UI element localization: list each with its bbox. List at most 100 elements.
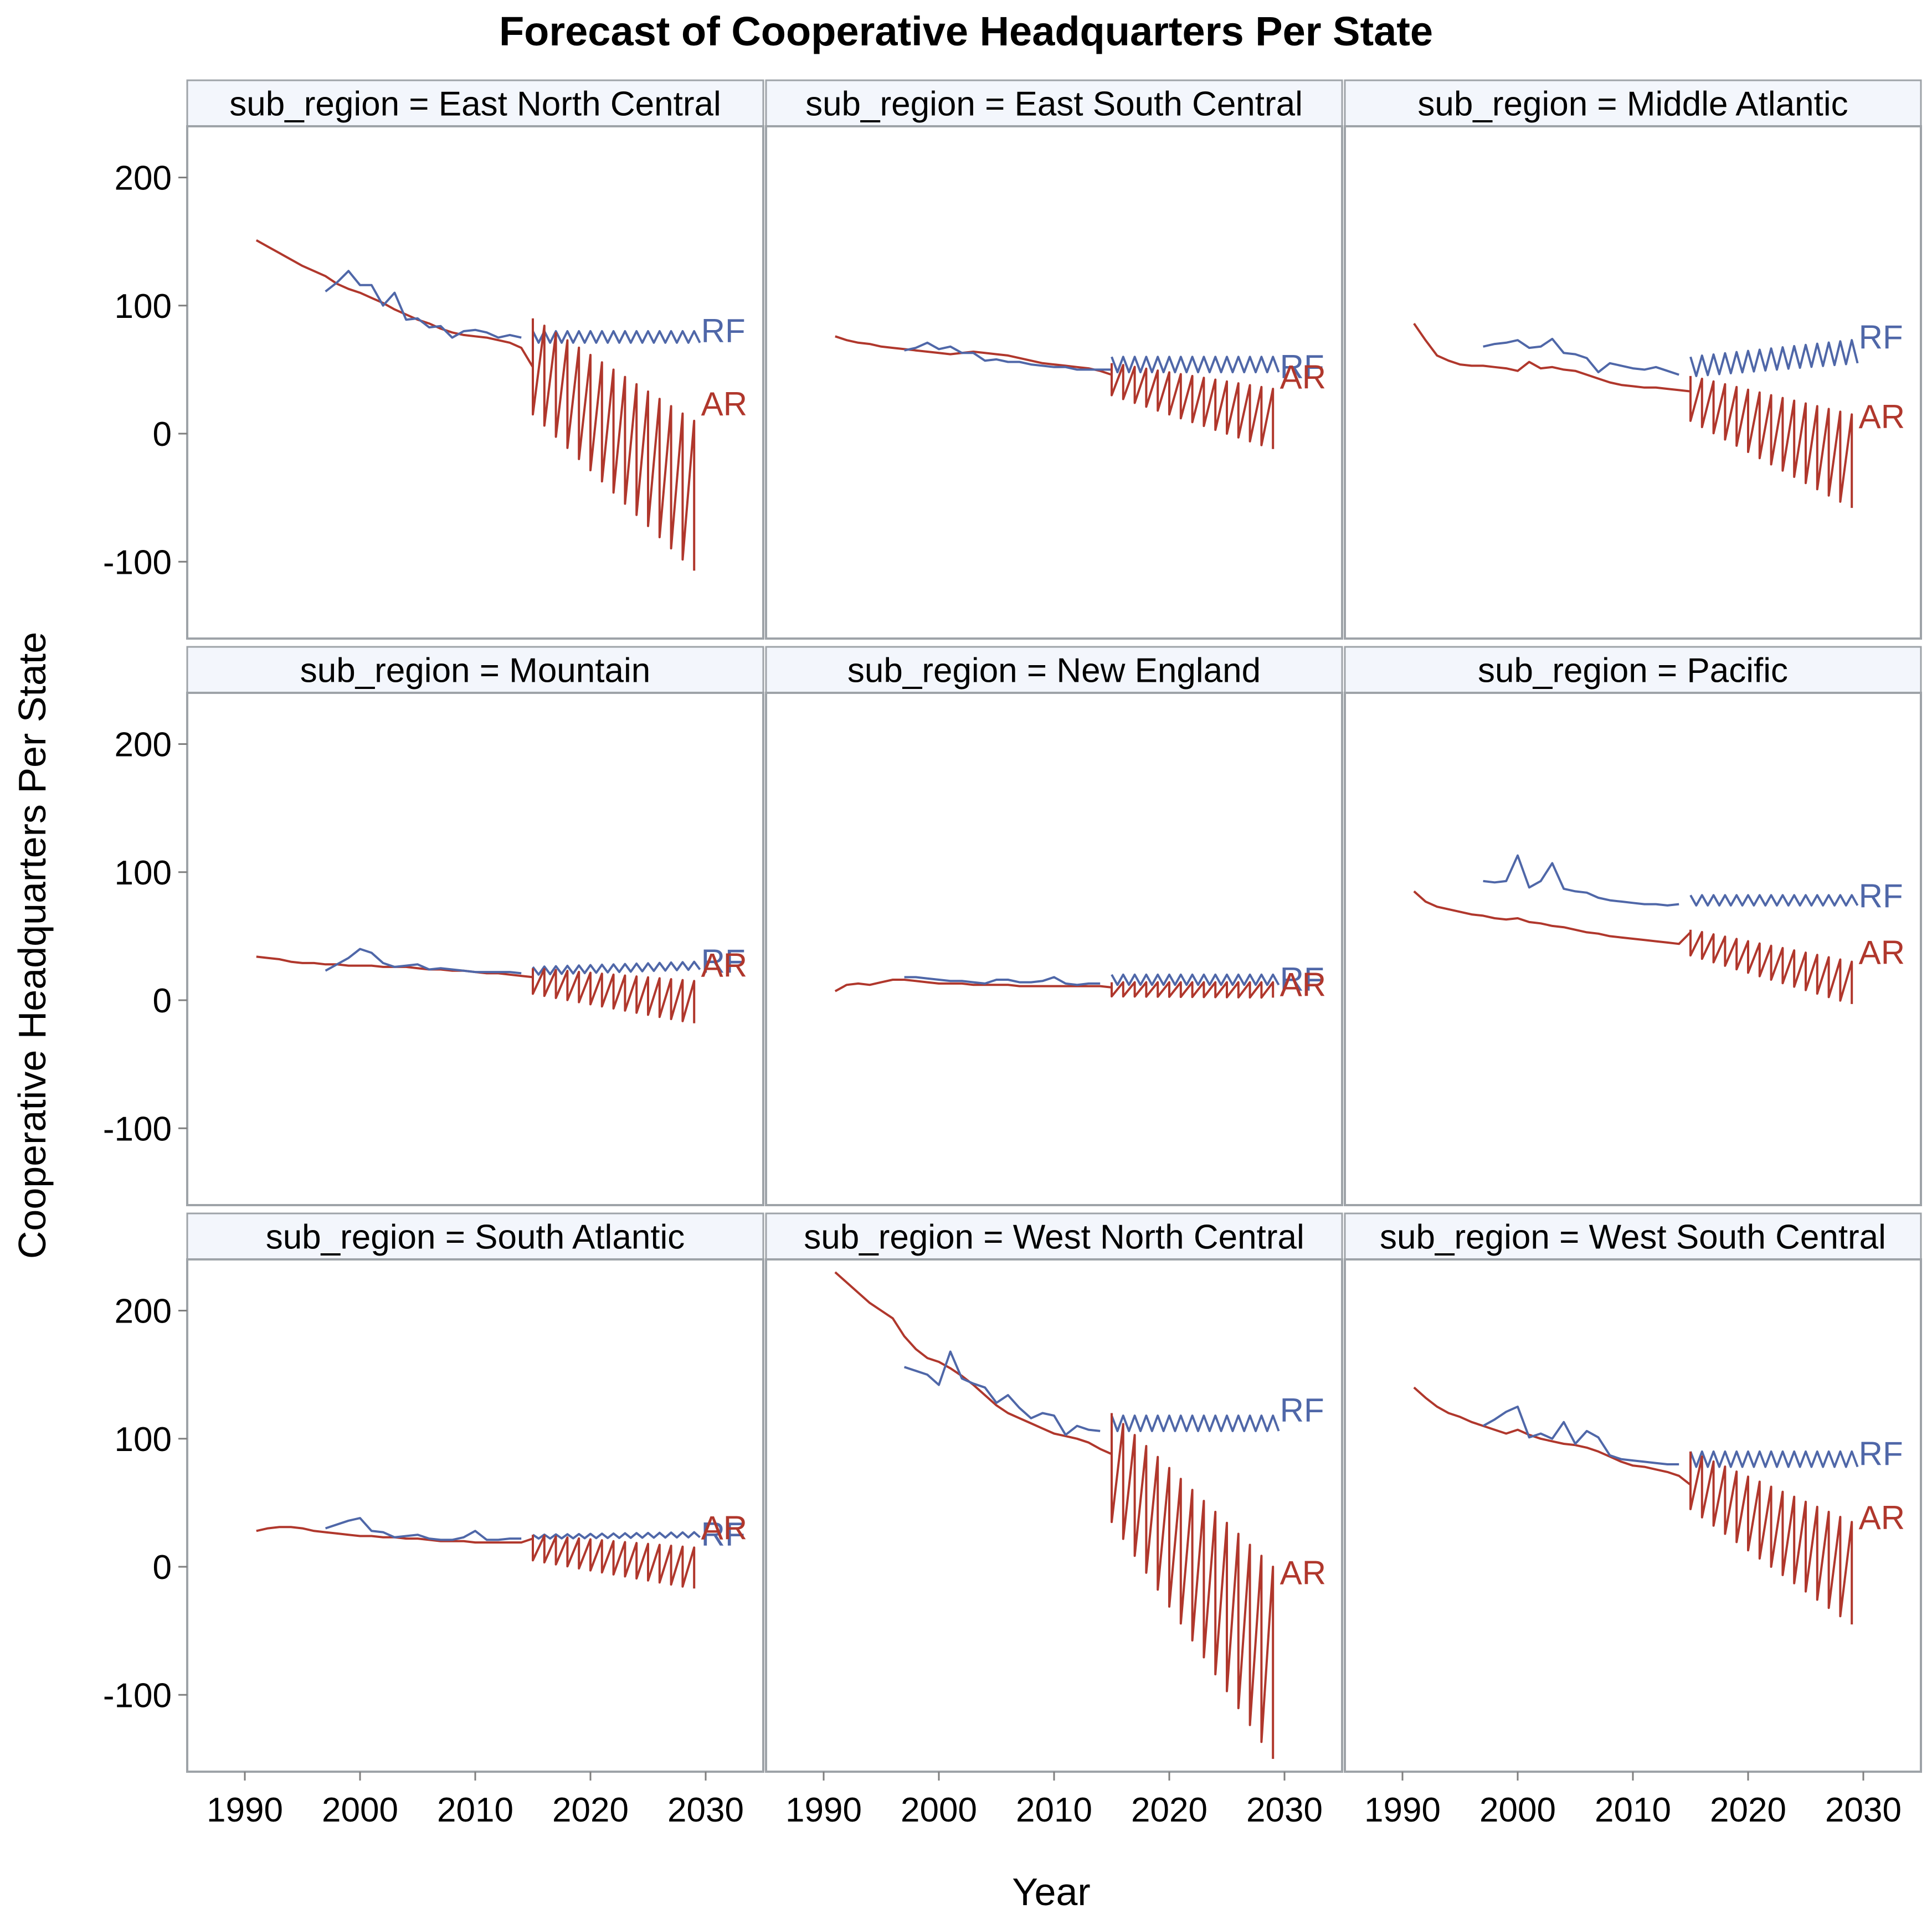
facet-strip xyxy=(1344,79,1922,127)
ar-history-line xyxy=(255,239,534,368)
ar-end-label: AR xyxy=(1859,934,1905,971)
rf-history-line xyxy=(325,948,522,975)
rf-forecast-line xyxy=(1111,356,1280,373)
ar-history-line xyxy=(835,335,1112,376)
y-tick-label: 100 xyxy=(115,287,172,326)
rf-forecast-line xyxy=(1689,1450,1859,1468)
y-tick-label: 200 xyxy=(115,160,172,198)
x-axis-title: Year xyxy=(1012,1870,1090,1913)
facet-panel: sub_region = New England xyxy=(765,646,1343,1206)
rf-history-line xyxy=(904,341,1112,371)
facet-panel: sub_region = West North Central 1990 2000 2… xyxy=(765,1212,1343,1829)
plot-frame xyxy=(1344,1258,1922,1773)
ar-forecast-line xyxy=(1111,363,1275,449)
x-tick-label: 2020 xyxy=(1710,1791,1786,1829)
facet-strip xyxy=(765,1212,1343,1261)
plot-frame xyxy=(1344,692,1922,1206)
rf-history-line xyxy=(1483,337,1679,376)
rf-end-label: RF xyxy=(701,943,746,980)
facet-strip-label: sub_region = Mountain xyxy=(300,652,651,690)
x-tick-label: 1990 xyxy=(207,1791,283,1829)
facet-strip-label: sub_region = West North Central xyxy=(804,1218,1304,1257)
rf-end-label: RF xyxy=(701,1516,746,1553)
y-tick-label: -100 xyxy=(103,1110,172,1148)
rf-forecast-line xyxy=(1111,973,1280,986)
rf-end-label: RF xyxy=(1280,961,1324,998)
x-tick-label: 2000 xyxy=(1479,1791,1556,1829)
series-group xyxy=(256,948,701,1023)
series-group xyxy=(1413,322,1859,508)
facet-strip-label: sub_region = West South Central xyxy=(1380,1218,1886,1257)
facet-strip xyxy=(186,79,764,127)
facet-strip xyxy=(765,646,1343,694)
y-tick-label: 0 xyxy=(153,982,172,1020)
rf-history-line xyxy=(904,976,1101,986)
y-tick-label: 0 xyxy=(153,1548,172,1587)
chart-title: Forecast of Cooperative Headquarters Per… xyxy=(499,8,1433,54)
rf-forecast-line xyxy=(1111,1414,1280,1432)
x-tick-label: 1990 xyxy=(1364,1791,1441,1829)
y-tick-label: -100 xyxy=(103,543,172,582)
plot-frame xyxy=(186,125,764,640)
facet-panel: sub_region = East North Central 200 100 0 -1… xyxy=(103,79,764,640)
x-tick-label: 2010 xyxy=(1595,1791,1671,1829)
y-tick-label: 0 xyxy=(153,415,172,454)
x-tick-label: 2030 xyxy=(667,1791,744,1829)
ar-end-label: AR xyxy=(701,385,747,423)
x-tick-label: 2030 xyxy=(1246,1791,1323,1829)
x-tick-label: 2020 xyxy=(552,1791,629,1829)
ar-end-label: AR xyxy=(1859,1499,1905,1536)
rf-forecast-line xyxy=(532,1531,701,1540)
ar-forecast-line xyxy=(532,968,696,1023)
facet-panel: sub_region = West South Central 1990 2000 2… xyxy=(1344,1212,1922,1829)
ar-history-line xyxy=(834,979,1112,992)
y-tick-label: 100 xyxy=(115,854,172,892)
rf-forecast-line xyxy=(532,330,701,344)
ar-forecast-line xyxy=(532,318,696,571)
rf-end-label: RF xyxy=(1280,348,1324,385)
ar-forecast-line xyxy=(1689,1451,1853,1625)
rf-forecast-line xyxy=(1689,894,1859,907)
x-tick-label: 1990 xyxy=(785,1791,862,1829)
plot-frame xyxy=(765,1258,1343,1773)
facet-strip-label: sub_region = South Atlantic xyxy=(266,1218,685,1257)
series-group xyxy=(255,239,701,571)
ar-history-line xyxy=(1413,890,1692,945)
ar-end-label: AR xyxy=(701,947,747,984)
rf-end-label: RF xyxy=(701,312,746,349)
ar-end-label: AR xyxy=(701,1510,747,1547)
y-tick-label: 200 xyxy=(115,1293,172,1331)
ar-history-line xyxy=(1413,1386,1692,1486)
facet-panel: sub_region = Middle Atlantic xyxy=(1344,79,1922,640)
facet-strip xyxy=(186,646,764,694)
rf-forecast-line xyxy=(1689,339,1859,377)
y-tick-label: 100 xyxy=(115,1421,172,1459)
rf-end-label: RF xyxy=(1859,878,1903,915)
ar-history-line xyxy=(1413,322,1691,393)
ar-end-label: AR xyxy=(1859,398,1905,435)
rf-history-line xyxy=(325,270,522,339)
facet-panel: sub_region = Mountain 200 100 0 -100 xyxy=(103,646,764,1206)
series-group xyxy=(834,973,1280,999)
rf-forecast-line xyxy=(532,960,701,976)
ar-history-line xyxy=(834,1271,1112,1455)
ar-end-label: AR xyxy=(1280,966,1326,1003)
x-tick-label: 2010 xyxy=(437,1791,513,1829)
facet-panel: sub_region = Pacific xyxy=(1344,646,1922,1206)
rf-history-line xyxy=(1483,854,1679,907)
rf-history-line xyxy=(325,1517,522,1541)
ar-forecast-line xyxy=(1689,929,1853,1004)
series-group xyxy=(835,335,1280,449)
plot-frame xyxy=(186,1258,764,1773)
ar-end-label: AR xyxy=(1280,358,1326,395)
x-tick-label: 2000 xyxy=(322,1791,398,1829)
x-tick-label: 2010 xyxy=(1016,1791,1092,1829)
facet-panel: sub_region = East South Central xyxy=(765,79,1343,640)
facet-strip-label: sub_region = Middle Atlantic xyxy=(1417,85,1848,124)
y-tick-label: 200 xyxy=(115,726,172,764)
plot-frame xyxy=(765,692,1343,1206)
plot-frame xyxy=(765,125,1343,640)
ar-forecast-line xyxy=(1111,1413,1275,1759)
facet-strip-label: sub_region = New England xyxy=(847,652,1261,690)
